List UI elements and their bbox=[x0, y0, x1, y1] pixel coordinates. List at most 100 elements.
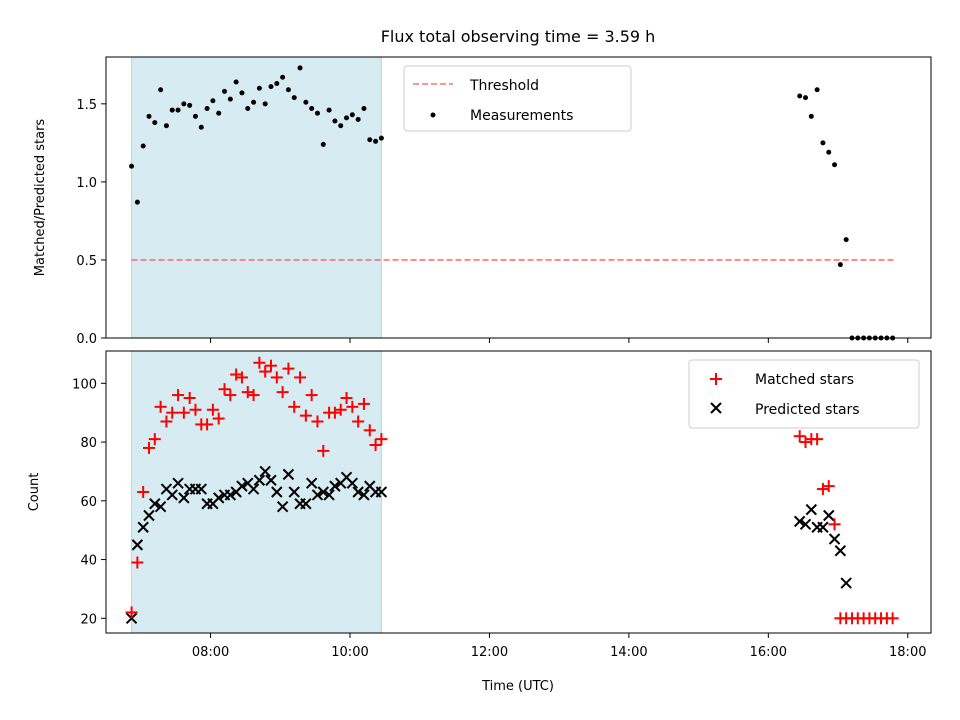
matched-star-point bbox=[282, 362, 295, 375]
matched-star-point bbox=[294, 371, 307, 384]
measurement-point bbox=[163, 123, 169, 129]
measurement-point bbox=[344, 115, 350, 121]
measurement-point bbox=[349, 112, 355, 118]
matched-star-point bbox=[375, 433, 388, 446]
matched-star-point bbox=[357, 397, 370, 410]
ratio-y-tick-label: 0.5 bbox=[76, 254, 97, 269]
predicted-star-point bbox=[352, 486, 364, 498]
legend-matched-label: Matched stars bbox=[755, 372, 854, 388]
measurement-point bbox=[378, 135, 384, 141]
predicted-star-point bbox=[247, 483, 260, 495]
matched-star-point bbox=[230, 368, 243, 381]
predicted-star-point bbox=[166, 489, 178, 501]
matched-star-point bbox=[328, 406, 341, 419]
measurement-point bbox=[274, 81, 280, 87]
matched-star-point bbox=[189, 403, 202, 416]
predicted-star-point bbox=[311, 489, 324, 501]
ratio-y-tick-label: 1.5 bbox=[76, 98, 97, 113]
legend-predicted-swatch bbox=[710, 402, 722, 414]
matched-star-point bbox=[265, 359, 277, 372]
matched-star-point bbox=[177, 406, 190, 419]
measurement-point bbox=[152, 120, 158, 126]
x-tick-label: 18:00 bbox=[889, 645, 926, 660]
measurement-point bbox=[338, 123, 344, 129]
predicted-star-point bbox=[799, 518, 812, 531]
predicted-star-point bbox=[213, 492, 225, 504]
measurement-point bbox=[262, 101, 268, 107]
matched-star-point bbox=[340, 392, 353, 404]
matched-star-point bbox=[160, 415, 173, 428]
ratio-y-tick-label: 0.0 bbox=[76, 332, 97, 347]
x-tick-label: 10:00 bbox=[331, 645, 368, 660]
predicted-star-point bbox=[154, 500, 167, 513]
measurement-point bbox=[268, 84, 274, 90]
matched-star-point bbox=[172, 389, 185, 402]
matched-star-point bbox=[253, 356, 266, 369]
predicted-star-point bbox=[224, 489, 237, 501]
predicted-star-point bbox=[236, 480, 248, 492]
measurement-point bbox=[251, 99, 257, 105]
measurement-point bbox=[367, 137, 373, 143]
predicted-star-point bbox=[805, 503, 818, 516]
predicted-star-point bbox=[271, 486, 283, 498]
measurement-point bbox=[204, 106, 210, 112]
predicted-star-point bbox=[253, 474, 266, 486]
count-y-tick-label: 40 bbox=[80, 554, 97, 569]
matched-star-point bbox=[247, 389, 260, 402]
ratio-legend-box bbox=[403, 65, 632, 132]
measurement-point bbox=[820, 140, 826, 146]
predicted-star-point bbox=[305, 477, 318, 489]
matched-star-point bbox=[799, 436, 812, 449]
measurement-point bbox=[814, 87, 820, 93]
measurement-point bbox=[361, 106, 367, 112]
measurement-point bbox=[326, 107, 332, 113]
measurement-point bbox=[332, 118, 338, 124]
predicted-star-point bbox=[323, 489, 335, 501]
x-axis-label: Time (UTC) bbox=[481, 679, 554, 694]
ratio-y-axis-label: Matched/Predicted stars bbox=[33, 119, 48, 277]
matched-star-point bbox=[288, 400, 301, 413]
measurement-point bbox=[169, 107, 175, 113]
x-tick-label: 14:00 bbox=[610, 645, 647, 660]
ratio-y-tick-label: 1.0 bbox=[76, 176, 97, 191]
matched-star-point bbox=[811, 433, 824, 446]
count-panel: 20 40 60 80 100 08:00 10:00 12:00 14:00 16:00 18:0… bbox=[27, 350, 932, 694]
predicted-star-point bbox=[346, 477, 359, 489]
measurement-point bbox=[210, 98, 216, 104]
count-legend: Matched stars Predicted stars bbox=[688, 359, 920, 429]
matched-star-point bbox=[206, 403, 219, 416]
measurement-point bbox=[808, 113, 814, 119]
matched-star-point bbox=[125, 606, 138, 619]
measurement-point bbox=[837, 262, 843, 268]
legend-measurement-swatch bbox=[430, 112, 436, 118]
measurement-point bbox=[297, 65, 303, 71]
predicted-star-point bbox=[834, 545, 847, 557]
measurement-point bbox=[198, 124, 204, 130]
measurement-point bbox=[222, 88, 228, 94]
predicted-star-point bbox=[149, 498, 161, 510]
measurement-point bbox=[245, 106, 251, 112]
ratio-legend: Threshold Measurements bbox=[403, 65, 632, 132]
measurement-point bbox=[187, 102, 193, 108]
ratio-panel-frame bbox=[105, 56, 932, 339]
predicted-star-point bbox=[317, 486, 329, 498]
measurement-point bbox=[320, 141, 326, 147]
predicted-star-point bbox=[259, 465, 271, 478]
matched-star-point bbox=[218, 383, 231, 396]
measurement-point bbox=[256, 85, 262, 91]
matched-star-point bbox=[131, 556, 144, 569]
measurement-point bbox=[280, 74, 286, 80]
measurement-point bbox=[314, 110, 320, 116]
matched-star-point bbox=[828, 518, 841, 531]
ratio-panel: 0.0 0.5 1.0 1.5 Matched/Predicted stars Thr… bbox=[33, 56, 932, 347]
legend-measurements-label: Measurements bbox=[470, 108, 573, 124]
matched-star-point bbox=[276, 386, 289, 399]
matched-star-point bbox=[212, 412, 225, 425]
matched-star-point bbox=[183, 392, 196, 404]
measurement-point bbox=[134, 199, 140, 205]
predicted-star-point bbox=[178, 492, 190, 504]
predicted-star-point bbox=[172, 477, 184, 489]
measurement-point bbox=[239, 90, 245, 96]
legend-predicted-label: Predicted stars bbox=[755, 402, 860, 418]
x-tick-label: 12:00 bbox=[471, 645, 508, 660]
